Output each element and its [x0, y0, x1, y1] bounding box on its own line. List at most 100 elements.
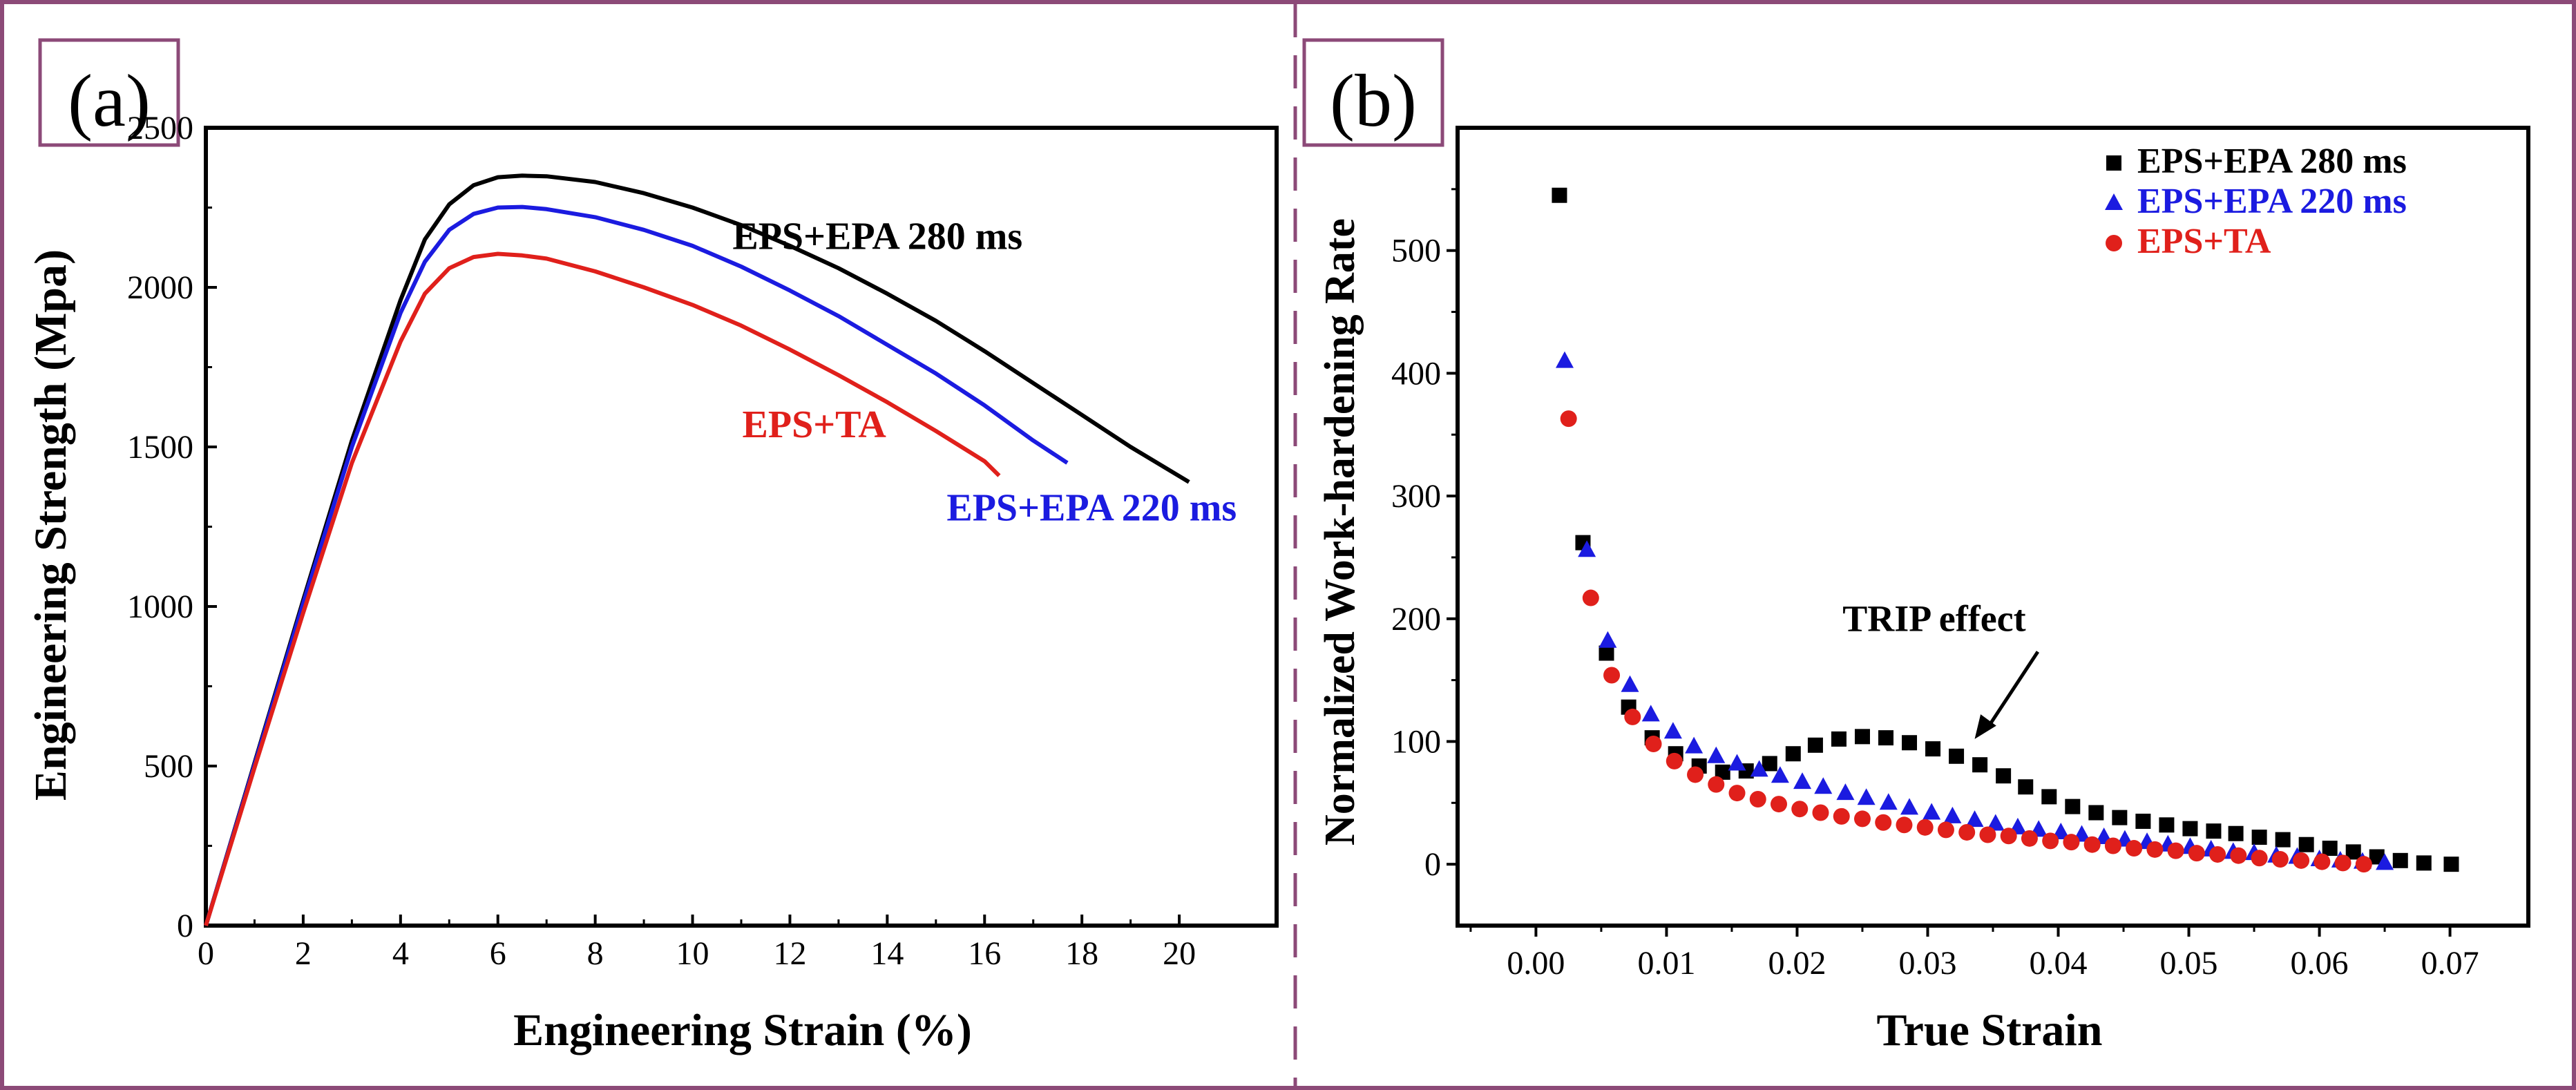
point-eps-epa-280-ms: [1972, 757, 1988, 773]
point-eps-epa-220-ms: [1556, 351, 1574, 368]
point-eps-ta: [2000, 828, 2017, 845]
panel-b-x-tick-label: 0.07: [2421, 945, 2479, 982]
legend-label: EPS+EPA 220 ms: [2137, 182, 2407, 221]
panel-a-x-tick-label: 6: [490, 935, 506, 972]
point-eps-ta: [1771, 796, 1787, 813]
point-eps-ta: [2271, 851, 2289, 868]
point-eps-epa-220-ms: [1923, 803, 1941, 820]
point-eps-epa-220-ms: [1641, 705, 1660, 722]
panel-a-y-tick-label: 2500: [127, 110, 193, 146]
panel-b-label-box: [1302, 38, 1444, 147]
point-eps-ta: [1916, 819, 1934, 836]
legend-marker: [2105, 193, 2123, 210]
point-eps-epa-220-ms: [1599, 631, 1617, 648]
point-eps-ta: [1979, 826, 1996, 843]
trip-effect-arrow: [1987, 651, 2040, 728]
panel-a-x-tick-label: 4: [392, 935, 409, 972]
panel-b-y-tick-label: 400: [1391, 355, 1441, 392]
panel-b-y-axis-label: Normalized Work-hardening Rate: [1317, 218, 1364, 845]
point-eps-epa-280-ms: [1902, 735, 1918, 751]
panel-a-y-tick-label: 2000: [127, 269, 193, 306]
panel-a-x-tick-label: 20: [1163, 935, 1196, 972]
point-eps-ta: [2251, 850, 2268, 867]
panel-b-axes-frame: [1456, 126, 2530, 928]
point-eps-ta: [1582, 589, 1599, 606]
panel-b-y-tick-label: 200: [1391, 601, 1441, 638]
point-eps-ta: [1749, 790, 1766, 807]
point-eps-ta: [1687, 766, 1704, 783]
curve-eps-ta: [204, 251, 1001, 926]
panel-a-x-tick-label: 14: [870, 935, 904, 972]
point-eps-ta: [2293, 852, 2310, 869]
point-eps-epa-280-ms: [2041, 789, 2057, 805]
point-eps-ta: [2146, 841, 2164, 858]
panel-b-y-tick-label: 500: [1391, 233, 1441, 269]
legend-label: EPS+TA: [2137, 222, 2271, 261]
point-eps-ta: [1791, 801, 1809, 818]
point-eps-ta: [1958, 823, 1976, 841]
point-eps-epa-280-ms: [2228, 825, 2244, 841]
trip-effect-label: TRIP effect: [1842, 598, 2025, 640]
point-eps-ta: [2313, 853, 2331, 870]
point-eps-epa-280-ms: [1925, 741, 1941, 757]
panel-a-y-tick-label: 1500: [127, 429, 193, 466]
panel-b-label: (b): [1330, 60, 1417, 142]
point-eps-epa-220-ms: [1663, 722, 1682, 739]
panel-a-x-tick-label: 0: [198, 935, 214, 972]
point-eps-epa-220-ms: [1685, 736, 1704, 754]
point-eps-epa-220-ms: [1728, 754, 1746, 771]
point-eps-ta: [1728, 785, 1746, 802]
panel-a-label: (a): [68, 60, 151, 142]
point-eps-epa-280-ms: [2322, 841, 2338, 857]
point-eps-epa-280-ms: [1996, 768, 2012, 784]
point-eps-ta: [2167, 842, 2184, 859]
point-eps-epa-280-ms: [2135, 813, 2151, 829]
point-eps-epa-280-ms: [2345, 844, 2361, 860]
point-eps-epa-280-ms: [2018, 779, 2034, 795]
point-eps-epa-220-ms: [1621, 675, 1639, 692]
panel-a-x-tick-label: 18: [1065, 935, 1098, 972]
point-eps-ta: [1603, 667, 1621, 684]
point-eps-epa-280-ms: [1785, 746, 1801, 762]
panel-b-plot-area: 0.00 0.01 0.02 0.03 0.04 0.05 0.06 0.07 0 100 200 3…: [1391, 126, 2530, 982]
point-eps-epa-220-ms: [1943, 806, 1962, 823]
panel-a-y-tick-label: 500: [144, 748, 193, 785]
panel-a-y-tick-label: 1000: [127, 589, 193, 625]
point-eps-epa-220-ms: [1836, 783, 1855, 801]
point-eps-ta: [1896, 816, 1913, 834]
panel-a-x-tick-label: 16: [968, 935, 1001, 972]
point-eps-epa-280-ms: [2275, 832, 2291, 848]
point-eps-ta: [2063, 834, 2080, 851]
point-eps-epa-220-ms: [1965, 810, 1984, 828]
point-eps-epa-280-ms: [1807, 737, 1823, 753]
point-eps-epa-280-ms: [2443, 857, 2459, 872]
panel-b-x-tick-label: 0.05: [2160, 945, 2218, 982]
point-eps-ta: [1853, 810, 1871, 828]
point-eps-epa-280-ms: [2206, 823, 2222, 839]
point-eps-epa-280-ms: [1599, 645, 1614, 661]
panel-a-engineering-stress-strain: (a) 0 2 4 6 8 10 12 14 16 18 20 0 500 1000 1500 2000 250…: [26, 38, 1279, 1055]
point-eps-epa-280-ms: [1878, 730, 1893, 746]
point-eps-ta: [1875, 814, 1892, 831]
point-eps-ta: [1560, 410, 1577, 428]
point-eps-epa-220-ms: [2376, 853, 2394, 870]
point-eps-epa-280-ms: [2392, 852, 2408, 868]
point-eps-epa-280-ms: [2065, 799, 2081, 814]
panel-b-x-tick-label: 0.02: [1768, 945, 1826, 982]
panel-a-label-box: [38, 38, 180, 147]
panel-a-y-tick-label: 0: [177, 908, 193, 944]
panel-b-x-tick-label: 0.06: [2291, 945, 2349, 982]
point-eps-ta: [2230, 847, 2247, 864]
point-eps-epa-220-ms: [1986, 814, 2005, 831]
point-eps-epa-280-ms: [1552, 187, 1567, 203]
panel-b-y-tick-label: 0: [1424, 846, 1441, 883]
trip-effect-arrowhead: [1974, 714, 1996, 739]
panel-a-annotation: EPS+EPA 220 ms: [946, 486, 1237, 529]
point-eps-epa-280-ms: [2088, 805, 2104, 821]
panel-a-annotation: EPS+EPA 280 ms: [732, 216, 1022, 258]
point-eps-epa-280-ms: [2298, 836, 2314, 852]
curve-eps-epa-220-ms: [204, 204, 1069, 926]
point-eps-epa-280-ms: [1831, 731, 1847, 747]
point-eps-epa-280-ms: [1854, 729, 1870, 745]
